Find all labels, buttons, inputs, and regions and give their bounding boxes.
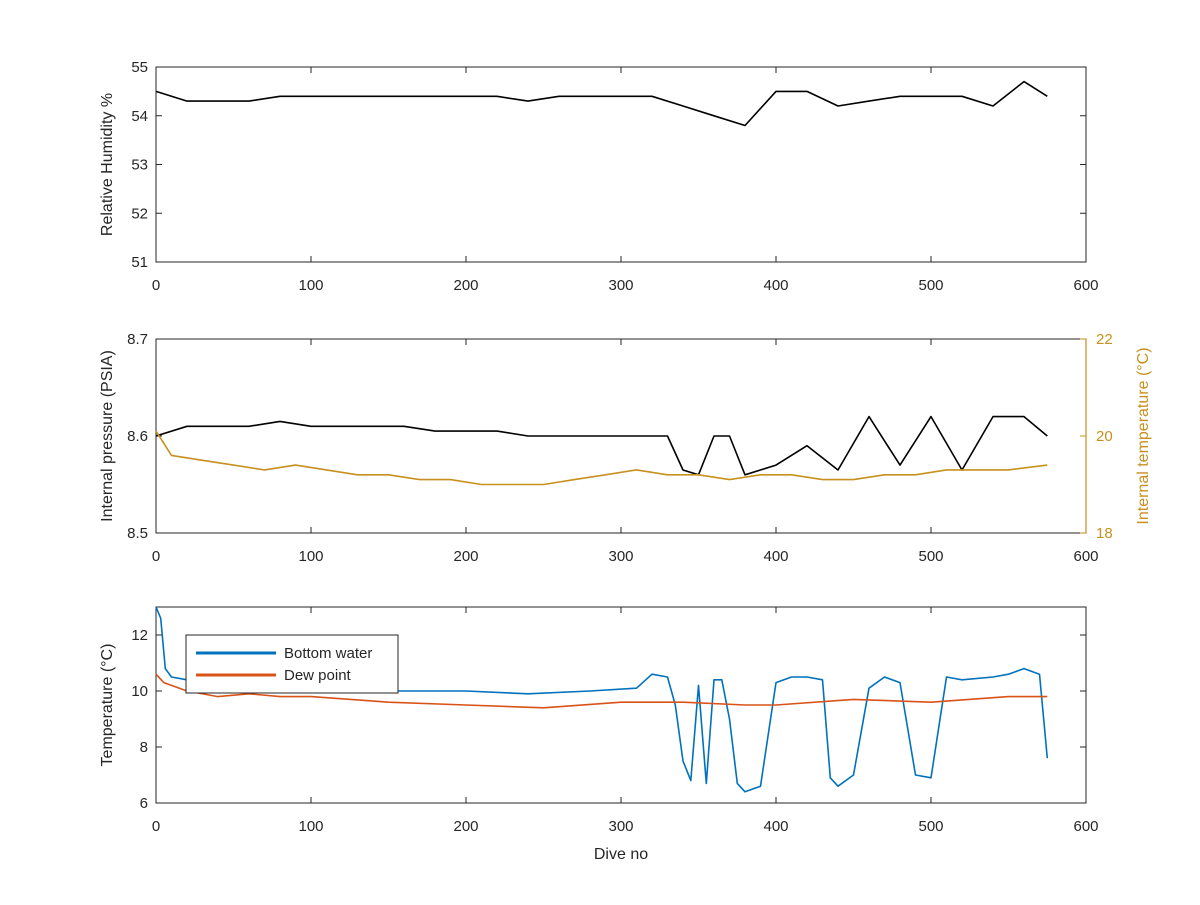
y-axis-label: Internal pressure (PSIA) xyxy=(99,350,116,522)
legend-label: Dew point xyxy=(284,667,352,684)
y-tick-label: 6 xyxy=(140,795,148,812)
y-tick-label: 8.7 xyxy=(127,331,148,348)
y-tick-label: 53 xyxy=(131,157,148,174)
series-line-0-0 xyxy=(155,80,1048,127)
x-tick-label: 500 xyxy=(918,818,943,835)
x-tick-label: 500 xyxy=(918,277,943,294)
x-tick-label: 0 xyxy=(152,277,160,294)
y-tick-label: 10 xyxy=(131,683,148,700)
x-tick-label: 300 xyxy=(608,818,633,835)
x-tick-label: 0 xyxy=(152,818,160,835)
legend-label: Bottom water xyxy=(284,645,372,662)
y-right-tick-label: 22 xyxy=(1096,331,1113,348)
y-right-tick-label: 20 xyxy=(1096,428,1113,445)
x-tick-label: 300 xyxy=(608,277,633,294)
series-line-1-1 xyxy=(155,430,1048,486)
y-axis-label: Temperature (°C) xyxy=(99,644,116,767)
y-tick-label: 8.5 xyxy=(127,525,148,542)
x-tick-label: 400 xyxy=(763,818,788,835)
y-tick-label: 52 xyxy=(131,205,148,222)
y-tick-label: 8 xyxy=(140,739,148,756)
subplot-3: 0 100 200 300 400 500 600 6 8 10 12 Temperature (°C… xyxy=(99,606,1099,863)
y-tick-label: 54 xyxy=(131,108,148,125)
x-tick-label: 0 xyxy=(152,548,160,565)
subplot-2: 0 100 200 300 400 500 600 8.5 8.6 8.7 18 20 22 Intern… xyxy=(99,331,1152,565)
y-tick-label: 55 xyxy=(131,59,148,76)
y-axis-label: Relative Humidity % xyxy=(99,93,116,236)
x-tick-label: 200 xyxy=(453,818,478,835)
x-tick-label: 400 xyxy=(763,277,788,294)
x-tick-label: 600 xyxy=(1073,818,1098,835)
x-tick-label: 600 xyxy=(1073,277,1098,294)
y-right-tick-label: 18 xyxy=(1096,525,1113,542)
x-tick-label: 300 xyxy=(608,548,633,565)
x-tick-label: 600 xyxy=(1073,548,1098,565)
legend: Bottom water Dew point xyxy=(185,634,399,694)
x-axis-label: Dive no xyxy=(594,846,648,863)
subplot-1: 0 100 200 300 400 500 600 51 52 53 54 55 Relative Hu… xyxy=(99,59,1099,294)
y-tick-label: 51 xyxy=(131,254,148,271)
legend-box xyxy=(185,634,399,694)
y-tick-label: 12 xyxy=(131,627,148,644)
x-tick-label: 200 xyxy=(453,548,478,565)
y-tick-label: 8.6 xyxy=(127,428,148,445)
series-line-1-0 xyxy=(155,415,1048,476)
y-axis-label-right: Internal temperature (°C) xyxy=(1135,347,1152,524)
x-tick-label: 400 xyxy=(763,548,788,565)
x-tick-label: 500 xyxy=(918,548,943,565)
x-tick-label: 100 xyxy=(298,548,323,565)
x-tick-label: 200 xyxy=(453,277,478,294)
x-tick-label: 100 xyxy=(298,818,323,835)
x-tick-label: 100 xyxy=(298,277,323,294)
axes-box xyxy=(155,66,1087,263)
